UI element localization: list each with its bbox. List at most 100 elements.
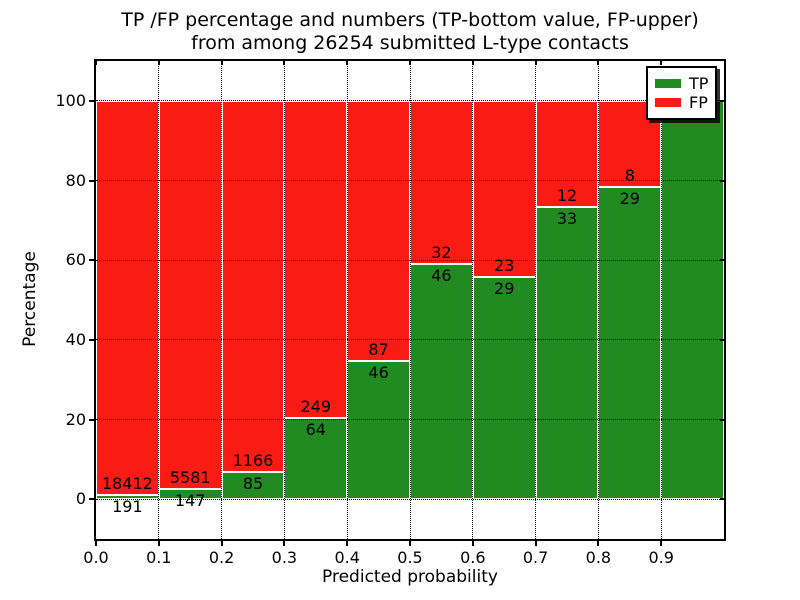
tp-count-label: 191: [112, 497, 143, 517]
legend-label: TP: [689, 74, 709, 93]
x-gridline: [472, 61, 474, 539]
x-tick-mark: [157, 541, 160, 546]
x-tick-label: 0.0: [83, 548, 109, 567]
y-tick-label: 40: [65, 329, 86, 349]
x-gridline: [660, 61, 662, 539]
fp-count-label: 32: [431, 243, 452, 263]
x-tick-label: 0.8: [585, 548, 612, 567]
legend-entry: TP: [655, 75, 708, 92]
tp-count-label: 64: [305, 419, 326, 439]
fp-count-label: 18412: [101, 474, 153, 494]
x-gridline: [283, 61, 285, 539]
fp-count-label: 249: [300, 396, 332, 416]
tp-count-label: 147: [174, 490, 206, 510]
bar-segment-tp: [661, 100, 724, 500]
y-tick-mark: [89, 99, 94, 102]
fp-count-label: 12: [556, 186, 578, 206]
y-tick-mark: [89, 338, 94, 341]
x-tick-mark-top: [346, 61, 349, 65]
x-gridline: [597, 61, 599, 539]
y-tick-label: 0: [75, 489, 86, 509]
fp-count-label: 23: [494, 256, 515, 276]
bar-segment-fp: [347, 100, 410, 362]
y-tick-label: 60: [65, 250, 86, 270]
x-tick-label: 0.7: [522, 548, 549, 567]
x-tick-mark-top: [95, 61, 97, 65]
x-tick-mark-top: [157, 61, 160, 65]
x-tick-label: 0.4: [334, 548, 360, 567]
x-axis-label: Predicted probability: [322, 567, 498, 587]
bar-segment-fp: [472, 100, 536, 277]
x-tick-mark: [660, 541, 663, 546]
tp-count-label: 29: [619, 188, 640, 208]
tp-count-label: 46: [368, 363, 389, 383]
x-tick-mark-top: [283, 61, 286, 65]
chart-title: TP /FP percentage and numbers (TP-bottom…: [96, 9, 724, 55]
tp-count-label: 29: [494, 279, 515, 299]
y-tick-mark-right: [720, 418, 724, 421]
tp-legend-swatch: [655, 79, 681, 88]
y-tick-mark: [89, 179, 94, 182]
bar-segment-tp: [598, 186, 662, 500]
y-tick-mark-right: [720, 338, 724, 341]
bar-segment-fp: [410, 100, 473, 265]
x-tick-mark: [220, 541, 223, 546]
legend: TP FP: [646, 66, 718, 120]
x-tick-mark: [95, 541, 97, 546]
bar-segment-fp: [221, 100, 285, 473]
y-tick-label: 100: [55, 90, 86, 110]
legend-label: FP: [689, 93, 708, 112]
x-tick-mark-top: [471, 61, 474, 65]
bar-segment-tp: [472, 277, 536, 500]
x-tick-label: 0.6: [460, 548, 486, 567]
fp-count-label: 87: [368, 340, 389, 360]
x-gridline: [346, 61, 348, 539]
plot-border: [94, 59, 726, 541]
y-tick-mark: [89, 259, 94, 262]
y-tick-label: 80: [65, 170, 86, 190]
chart-title-line-2: from among 26254 submitted L-type contac…: [191, 32, 629, 54]
tp-count-label: 85: [242, 474, 264, 494]
tp-count-label: 33: [556, 209, 578, 229]
chart-title-line-1: TP /FP percentage and numbers (TP-bottom…: [121, 9, 699, 31]
bar-segment-tp: [535, 207, 599, 500]
y-tick-mark-right: [720, 179, 724, 182]
y-tick-mark-right: [720, 99, 724, 102]
bar-segment-tp: [410, 264, 473, 500]
bar-segment-fp: [96, 100, 159, 496]
y-tick-label: 20: [65, 409, 86, 429]
x-tick-mark: [409, 541, 411, 546]
x-tick-mark-top: [409, 61, 411, 65]
x-tick-mark-top: [534, 61, 537, 65]
tp-count-label: 46: [431, 266, 452, 286]
legend-entry: FP: [655, 94, 708, 111]
fp-count-label: 1166: [232, 451, 274, 471]
fp-legend-swatch: [655, 98, 681, 107]
y-tick-mark-right: [720, 259, 724, 262]
x-tick-label: 0.5: [397, 548, 423, 567]
x-gridline: [409, 61, 411, 539]
x-tick-mark: [346, 541, 349, 546]
fp-count-label: 5581: [169, 467, 211, 487]
x-tick-mark-top: [220, 61, 223, 65]
y-tick-mark: [89, 418, 94, 421]
x-gridline: [158, 61, 160, 539]
x-gridline: [221, 61, 223, 539]
y-tick-mark: [89, 498, 94, 501]
x-tick-mark: [471, 541, 474, 546]
y-tick-mark-right: [720, 498, 724, 501]
x-tick-mark: [283, 541, 286, 546]
x-tick-mark: [597, 541, 600, 546]
x-tick-label: 0.3: [271, 548, 298, 567]
x-tick-mark-top: [597, 61, 600, 65]
x-tick-label: 0.1: [146, 548, 172, 567]
bar-segment-fp: [158, 100, 222, 489]
x-tick-mark-top: [660, 61, 663, 65]
x-gridline: [535, 61, 537, 539]
plot-area: 18412 191 5581 147 1166 85 249 64 87 46 32 46 23 29 12…: [96, 61, 724, 539]
bar-segment-tp: [221, 472, 285, 500]
fp-count-label: 8: [624, 165, 635, 185]
x-tick-label: 0.2: [208, 548, 235, 567]
x-tick-mark: [534, 541, 537, 546]
